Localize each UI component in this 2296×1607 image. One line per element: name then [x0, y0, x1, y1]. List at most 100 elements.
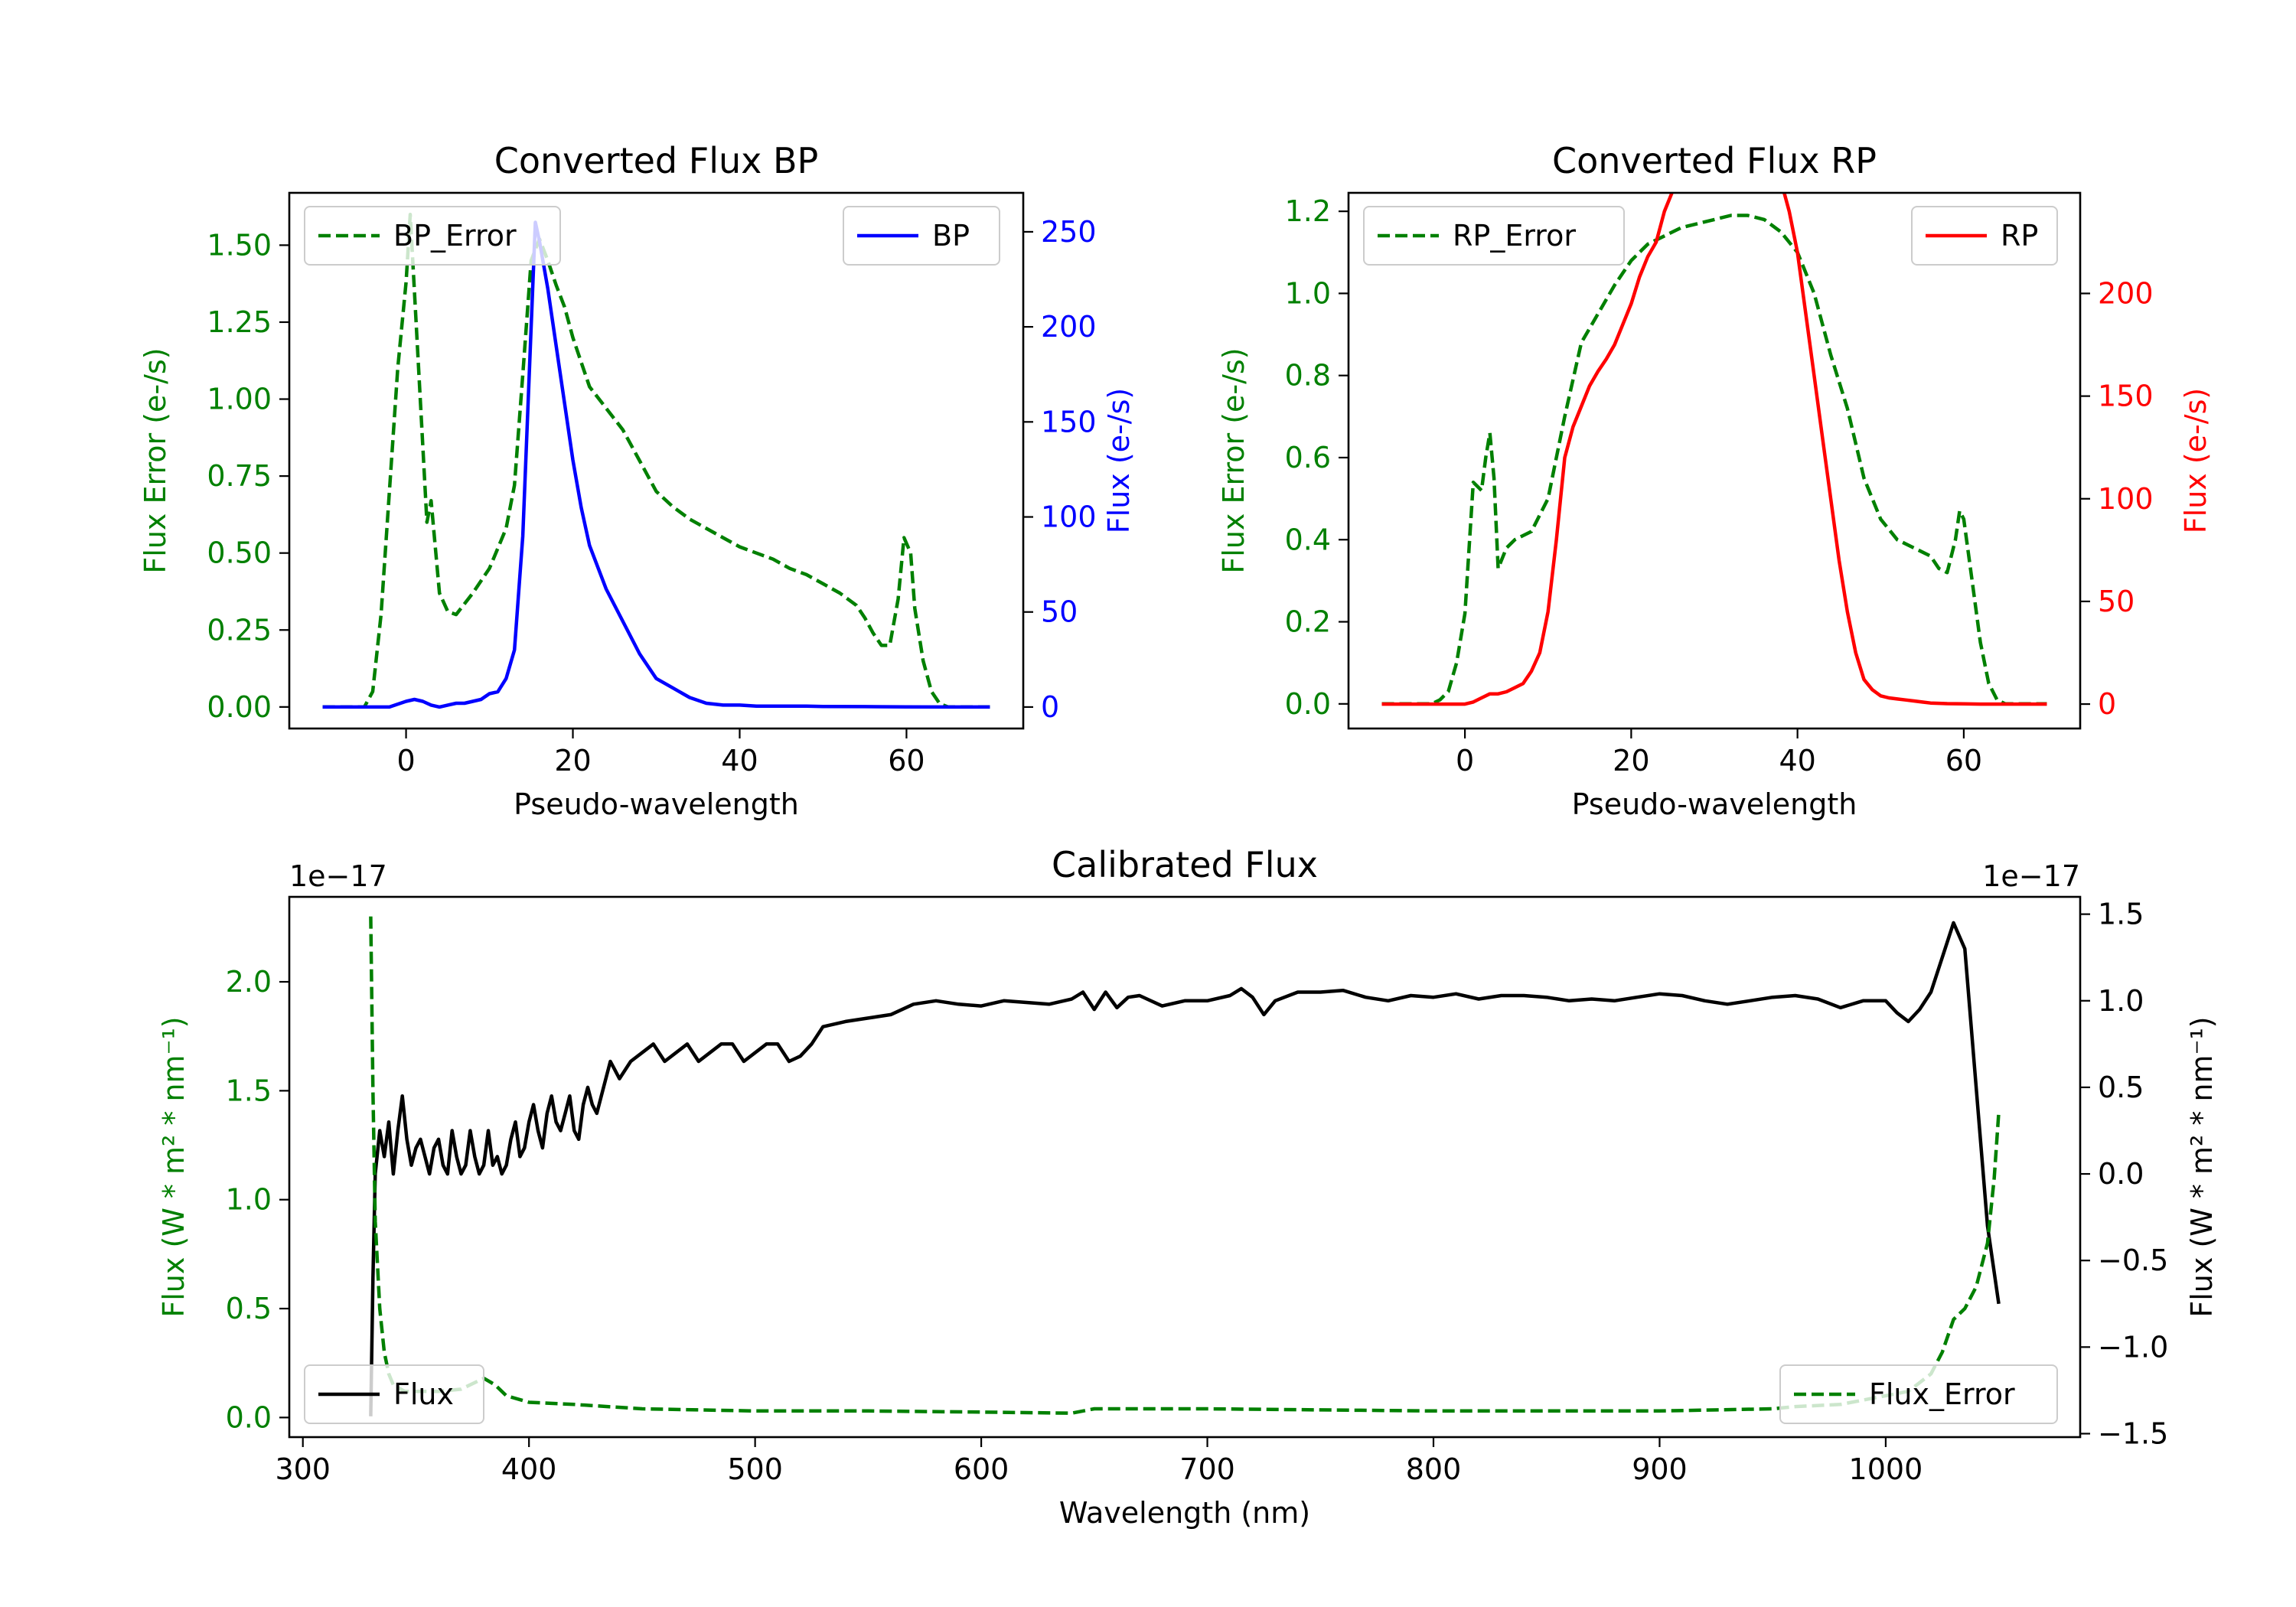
right-y-tick-label: 200 [2098, 276, 2154, 310]
series-line-bp-error [322, 212, 990, 709]
right-y-tick-label: 100 [2098, 482, 2154, 516]
x-axis-label: Pseudo-wavelength [1572, 787, 1857, 821]
legend-right-box [843, 206, 1000, 266]
series-line-flux-error [369, 916, 2001, 1415]
legend-left-label: RP_Error [1453, 219, 1576, 253]
legend-right: BP [843, 206, 1000, 266]
left-y-tick-label: 0.0 [1285, 687, 1331, 721]
series-line-bp [322, 220, 990, 709]
chart-title: Converted Flux RP [1552, 140, 1877, 181]
right-y-tick-label: −1.5 [2098, 1416, 2168, 1450]
right-y-offset-label: 1e−17 [1982, 859, 2080, 893]
left-y-tick-label: 2.0 [226, 965, 272, 999]
left-y-offset-label: 1e−17 [289, 859, 387, 893]
plot-frame [288, 191, 1025, 730]
x-tick-label: 20 [1613, 744, 1649, 777]
legend-right-label: RP [2001, 219, 2038, 253]
legend-left-box [304, 206, 561, 266]
right-y-tick-label: −0.5 [2098, 1244, 2168, 1277]
legend-left-label: Flux [393, 1377, 454, 1411]
x-tick-label: 300 [275, 1452, 331, 1486]
plot-frame [288, 895, 2082, 1439]
right-y-axis-label: Flux (e-/s) [1102, 388, 1136, 533]
left-y-tick-label: 1.00 [207, 383, 272, 416]
left-y-tick-label: 0.8 [1285, 359, 1331, 393]
right-y-tick-label: 50 [2098, 585, 2135, 618]
legend-left-box [304, 1364, 484, 1424]
right-y-tick-label: −1.0 [2098, 1330, 2168, 1364]
right-y-axis-label: Flux (W * m² * nm⁻¹) [2185, 1016, 2219, 1317]
series-group [369, 916, 2001, 1416]
left-y-tick-label: 1.0 [226, 1183, 272, 1217]
left-y-tick-label: 1.25 [207, 305, 272, 339]
right-y-tick-label: 1.5 [2098, 898, 2144, 931]
x-tick-label: 20 [554, 744, 591, 777]
left-y-tick-label: 1.0 [1285, 276, 1331, 310]
x-tick-label: 500 [727, 1452, 783, 1486]
legend-right: Flux_Error [1779, 1364, 2058, 1424]
legend-left-label: BP_Error [393, 219, 517, 253]
right-y-tick-label: 0 [2098, 687, 2116, 721]
legend-right-box [1779, 1364, 2058, 1424]
x-tick-label: 700 [1179, 1452, 1235, 1486]
left-y-tick-label: 1.2 [1285, 194, 1331, 228]
left-y-axis-label: Flux Error (e-/s) [139, 347, 172, 573]
plot-frame [1347, 191, 2082, 730]
x-tick-label: 400 [501, 1452, 557, 1486]
left-y-tick-label: 0.5 [226, 1292, 272, 1325]
x-tick-label: 60 [1945, 744, 1982, 777]
series-line-rp [1381, 193, 2047, 706]
chart-title: Converted Flux BP [494, 140, 819, 181]
left-y-tick-label: 0.2 [1285, 605, 1331, 639]
legend-left: Flux [304, 1364, 484, 1424]
right-y-tick-label: 100 [1041, 500, 1097, 534]
x-axis-label: Pseudo-wavelength [514, 787, 799, 821]
legend-left: RP_Error [1363, 206, 1625, 266]
series-line-rp-error [1381, 214, 2047, 706]
right-y-tick-label: 0.5 [2098, 1071, 2144, 1104]
legend-right-label: Flux_Error [1869, 1377, 2015, 1411]
left-y-tick-label: 0.50 [207, 536, 272, 570]
x-tick-label: 0 [1456, 744, 1474, 777]
x-tick-label: 900 [1632, 1452, 1688, 1486]
left-y-axis-label: Flux (W * m² * nm⁻¹) [157, 1016, 191, 1317]
legend-left: BP_Error [304, 206, 561, 266]
left-y-tick-label: 0.0 [226, 1400, 272, 1434]
x-tick-label: 0 [396, 744, 415, 777]
x-tick-label: 600 [954, 1452, 1009, 1486]
right-y-tick-label: 150 [1041, 405, 1097, 438]
right-y-axis-label: Flux (e-/s) [2179, 388, 2213, 533]
right-y-tick-label: 200 [1041, 310, 1097, 344]
right-y-tick-label: 0.0 [2098, 1157, 2144, 1191]
panel-converted-flux-bp: 0 20 40 60 Pseudo-wavelength 0.00 0.25 0.50 0.75… [139, 140, 1136, 821]
x-tick-label: 40 [721, 744, 758, 777]
right-y-tick-label: 50 [1041, 595, 1078, 629]
legend-right-label: BP [932, 219, 970, 253]
left-y-tick-label: 0.25 [207, 613, 272, 647]
right-y-tick-label: 1.0 [2098, 984, 2144, 1018]
legend-left-box [1363, 206, 1625, 266]
left-y-tick-label: 0.75 [207, 459, 272, 493]
left-y-tick-label: 1.5 [226, 1074, 272, 1107]
legend-right: RP [1911, 206, 2058, 266]
x-tick-label: 60 [888, 744, 925, 777]
right-y-tick-label: 150 [2098, 380, 2154, 413]
x-tick-label: 800 [1406, 1452, 1462, 1486]
chart-title: Calibrated Flux [1052, 844, 1318, 885]
left-y-tick-label: 0.00 [207, 690, 272, 724]
left-y-axis-label: Flux Error (e-/s) [1217, 347, 1251, 573]
panel-calibrated-flux: 300 400 500 600 700 800 900 1000 Wavelength (nm)… [157, 844, 2219, 1530]
x-axis-label: Wavelength (nm) [1059, 1496, 1310, 1530]
right-y-tick-label: 250 [1041, 215, 1097, 249]
left-y-tick-label: 0.6 [1285, 441, 1331, 474]
x-tick-label: 1000 [1849, 1452, 1923, 1486]
right-y-tick-label: 0 [1041, 690, 1059, 724]
x-tick-label: 40 [1779, 744, 1815, 777]
series-group [322, 212, 990, 709]
left-y-tick-label: 0.4 [1285, 523, 1331, 556]
left-y-tick-label: 1.50 [207, 228, 272, 262]
panel-converted-flux-rp: 0 20 40 60 Pseudo-wavelength 0.0 0.2 0.4 0.6 0.8 1… [1217, 140, 2213, 821]
series-line-flux [369, 921, 2001, 1416]
series-group [1381, 193, 2047, 706]
